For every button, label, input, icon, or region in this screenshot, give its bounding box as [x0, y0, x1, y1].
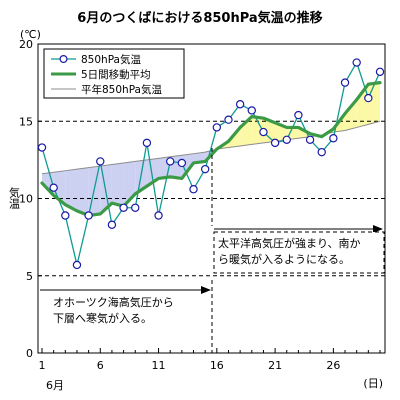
warm-annotation-line1: 太平洋高気圧が強まり、南か: [218, 236, 361, 250]
y-tick-label-15: 15: [19, 115, 33, 128]
x-tick-label-6: 6: [97, 359, 104, 372]
x-tick-label-26: 26: [326, 359, 340, 372]
gridlines: [38, 120, 385, 277]
obs-point-day-16: [212, 123, 222, 132]
obs-point-day-19: [247, 106, 256, 115]
cold-anomaly-fill-7-0: [111, 162, 124, 207]
chart-title: 6月のつくばにおける850hPa気温の推移: [77, 10, 322, 26]
obs-point-day-10: [142, 138, 152, 148]
obs-point-day-23: [294, 110, 303, 120]
warm-anomaly-fill-19-0: [251, 116, 264, 145]
regime-annotations: オホーツク海高気圧から 下層へ寒気が入る。 太平洋高気圧が強まり、南か ら暖気が…: [40, 148, 385, 353]
y-axis: 0 5 10 15 20: [19, 38, 42, 360]
series-line-moving-average: [40, 81, 382, 218]
x-axis: 1 6 11 16 21 26: [39, 348, 381, 372]
obs-point-day-9: [131, 203, 140, 212]
warm-anomaly-fill-18-0: [240, 116, 252, 146]
obs-point-day-15: [200, 164, 210, 174]
cold-anomaly-fill-3-0: [65, 169, 77, 211]
obs-point-day-4: [72, 260, 82, 270]
y-tick-label-0: 0: [26, 347, 33, 360]
obs-point-day-20: [259, 127, 268, 137]
obs-point-day-17: [224, 115, 233, 124]
obs-point-day-24: [305, 135, 315, 144]
legend-label-ma: 5日間移動平均: [81, 68, 151, 81]
obs-point-day-26: [329, 134, 338, 143]
legend-marker-obs: [59, 54, 68, 63]
obs-point-day-1: [37, 143, 47, 152]
warm-anomaly-fill-29-0: [368, 82, 380, 125]
obs-point-day-14: [189, 185, 198, 194]
x-axis-unit: (日): [363, 377, 383, 390]
y-tick-label-5: 5: [26, 270, 33, 283]
x-tick-label-1: 1: [39, 359, 46, 372]
y-tick-label-20: 20: [19, 38, 33, 51]
obs-point-day-29: [364, 93, 373, 103]
obs-point-day-21: [270, 138, 280, 148]
obs-point-day-7: [107, 220, 117, 229]
x-tick-label-21: 21: [268, 359, 282, 372]
obs-point-day-25: [317, 147, 326, 157]
warm-anomaly-fill-20-0: [263, 118, 276, 143]
x-tick-label-16: 16: [210, 359, 224, 372]
obs-point-day-28: [352, 58, 361, 67]
obs-point-day-18: [235, 100, 245, 109]
y-axis-label: 気温: [8, 186, 21, 209]
x-tick-label-11: 11: [152, 359, 166, 372]
warm-annotation-line2: ら暖気が入るようになる。: [218, 252, 350, 266]
warm-annotation-box: [213, 231, 385, 274]
legend: 850hPa気温 5日間移動平均 平年850hPa気温: [43, 48, 185, 99]
obs-point-day-22: [282, 135, 291, 144]
obs-point-day-5: [84, 211, 93, 220]
x-axis-month-label: 6月: [46, 379, 64, 392]
y-axis-unit: (℃): [20, 28, 41, 41]
obs-point-day-30: [375, 67, 385, 77]
obs-point-day-13: [177, 158, 187, 168]
obs-point-day-6: [96, 157, 105, 166]
obs-point-day-2: [49, 183, 58, 192]
legend-label-normal: 平年850hPa気温: [81, 83, 162, 96]
obs-point-day-8: [119, 203, 128, 212]
cold-annotation-line2: 下層へ寒気が入る。: [53, 311, 152, 325]
cold-anomaly-fill-4-0: [76, 167, 89, 216]
obs-point-day-3: [61, 211, 70, 220]
warm-anomaly-fill-28-0: [356, 84, 369, 128]
warm-anomaly-fill-22-0: [286, 127, 299, 140]
series-markers: [37, 58, 385, 270]
warm-anomaly-fill-27-0: [345, 99, 357, 131]
obs-point-day-27: [340, 78, 350, 87]
obs-point-day-12: [166, 157, 175, 166]
y-tick-label-10: 10: [19, 193, 33, 206]
cold-annotation-box: [48, 293, 194, 327]
obs-point-day-11: [154, 211, 163, 220]
legend-label-obs: 850hPa気温: [81, 53, 141, 66]
cold-annotation-line1: オホーツク海高気圧から: [53, 295, 174, 309]
